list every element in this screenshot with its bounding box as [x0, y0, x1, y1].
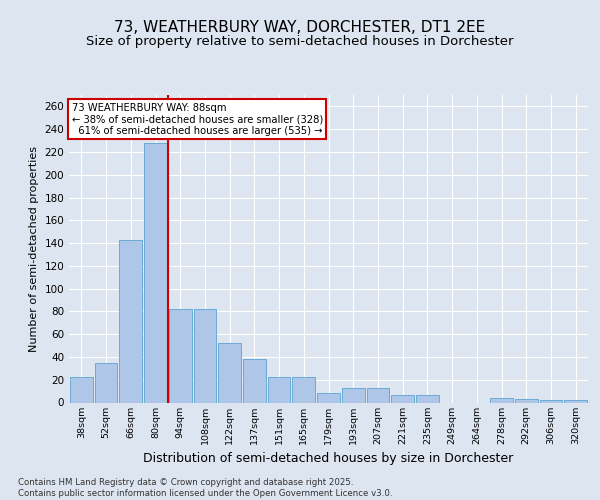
- Bar: [539, 400, 562, 402]
- Bar: [169, 309, 191, 402]
- Bar: [367, 388, 389, 402]
- Bar: [490, 398, 513, 402]
- Text: 73 WEATHERBURY WAY: 88sqm
← 38% of semi-detached houses are smaller (328)
  61% : 73 WEATHERBURY WAY: 88sqm ← 38% of semi-…: [71, 102, 323, 136]
- Bar: [95, 362, 118, 403]
- Text: Size of property relative to semi-detached houses in Dorchester: Size of property relative to semi-detach…: [86, 34, 514, 48]
- Bar: [342, 388, 365, 402]
- Bar: [268, 378, 290, 402]
- Bar: [70, 378, 93, 402]
- Bar: [317, 394, 340, 402]
- Text: Contains HM Land Registry data © Crown copyright and database right 2025.
Contai: Contains HM Land Registry data © Crown c…: [18, 478, 392, 498]
- Text: 73, WEATHERBURY WAY, DORCHESTER, DT1 2EE: 73, WEATHERBURY WAY, DORCHESTER, DT1 2EE: [115, 20, 485, 35]
- Bar: [564, 400, 587, 402]
- X-axis label: Distribution of semi-detached houses by size in Dorchester: Distribution of semi-detached houses by …: [143, 452, 514, 465]
- Bar: [218, 344, 241, 402]
- Bar: [292, 378, 315, 402]
- Y-axis label: Number of semi-detached properties: Number of semi-detached properties: [29, 146, 39, 352]
- Bar: [194, 309, 216, 402]
- Bar: [515, 399, 538, 402]
- Bar: [391, 394, 414, 402]
- Bar: [243, 359, 266, 403]
- Bar: [416, 394, 439, 402]
- Bar: [144, 143, 167, 403]
- Bar: [119, 240, 142, 402]
